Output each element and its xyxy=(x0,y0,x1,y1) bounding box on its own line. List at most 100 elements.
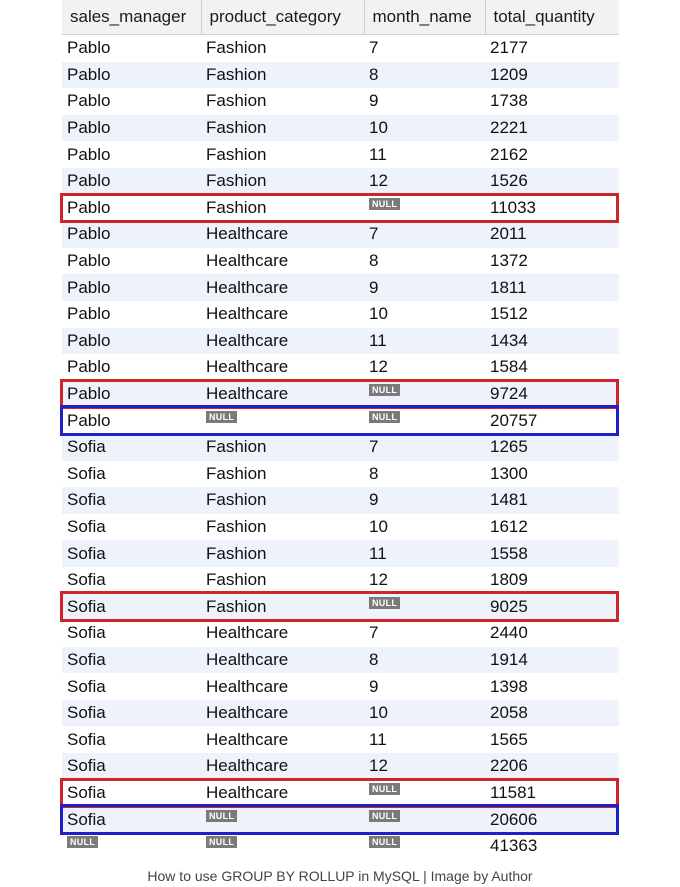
total-quantity-cell[interactable]: 1265 xyxy=(485,433,619,461)
sales-manager-cell[interactable]: NULL xyxy=(62,832,201,858)
product-category-cell[interactable]: NULL xyxy=(201,806,364,833)
product-category-cell[interactable]: Fashion xyxy=(201,61,364,89)
column-header-total-quantity[interactable]: total_quantity xyxy=(485,0,619,35)
month-name-cell[interactable]: 12 xyxy=(364,354,485,381)
total-quantity-cell[interactable]: 1612 xyxy=(485,513,619,541)
table-row[interactable]: Pablo Fashion 11 2162 xyxy=(62,141,619,168)
product-category-cell[interactable]: Healthcare xyxy=(201,753,364,780)
product-category-cell[interactable]: Healthcare xyxy=(201,274,364,301)
sales-manager-cell[interactable]: Pablo xyxy=(62,221,201,248)
total-quantity-cell[interactable]: 2058 xyxy=(485,699,619,727)
table-row[interactable]: Pablo Healthcare 7 2011 xyxy=(62,221,619,248)
table-row[interactable]: NULL NULL NULL 41363 xyxy=(62,832,619,858)
table-row[interactable]: Sofia NULL NULL 20606 xyxy=(62,806,619,833)
total-quantity-cell[interactable]: 1809 xyxy=(485,566,619,594)
table-row[interactable]: Pablo Fashion 9 1738 xyxy=(62,88,619,115)
product-category-cell[interactable]: Healthcare xyxy=(201,699,364,727)
product-category-cell[interactable]: Fashion xyxy=(201,167,364,195)
sales-manager-cell[interactable]: Pablo xyxy=(62,88,201,115)
table-row[interactable]: Sofia Healthcare NULL 11581 xyxy=(62,779,619,807)
total-quantity-cell[interactable]: 20757 xyxy=(485,407,619,434)
sales-manager-cell[interactable]: Sofia xyxy=(62,620,201,647)
table-row[interactable]: Sofia Fashion 10 1612 xyxy=(62,513,619,541)
sales-manager-cell[interactable]: Sofia xyxy=(62,806,201,833)
month-name-cell[interactable]: 9 xyxy=(364,274,485,301)
month-name-cell[interactable]: 10 xyxy=(364,699,485,727)
product-category-cell[interactable]: Fashion xyxy=(201,114,364,142)
sales-manager-cell[interactable]: Sofia xyxy=(62,433,201,461)
table-row[interactable]: Sofia Healthcare 10 2058 xyxy=(62,699,619,727)
total-quantity-cell[interactable]: 1398 xyxy=(485,673,619,700)
month-name-cell[interactable]: 7 xyxy=(364,221,485,248)
sales-manager-cell[interactable]: Pablo xyxy=(62,407,201,434)
product-category-cell[interactable]: Healthcare xyxy=(201,620,364,647)
product-category-cell[interactable]: NULL xyxy=(201,832,364,858)
total-quantity-cell[interactable]: 1558 xyxy=(485,540,619,567)
product-category-cell[interactable]: Fashion xyxy=(201,487,364,514)
product-category-cell[interactable]: Healthcare xyxy=(201,646,364,674)
table-row[interactable]: Sofia Healthcare 11 1565 xyxy=(62,726,619,754)
month-name-cell[interactable]: NULL xyxy=(364,407,485,434)
product-category-cell[interactable]: Fashion xyxy=(201,88,364,115)
total-quantity-cell[interactable]: 2221 xyxy=(485,114,619,142)
table-row[interactable]: Pablo Healthcare NULL 9724 xyxy=(62,380,619,408)
product-category-cell[interactable]: Fashion xyxy=(201,513,364,541)
total-quantity-cell[interactable]: 1811 xyxy=(485,274,619,301)
month-name-cell[interactable]: 10 xyxy=(364,300,485,328)
total-quantity-cell[interactable]: 1434 xyxy=(485,327,619,355)
table-row[interactable]: Pablo Fashion 8 1209 xyxy=(62,61,619,89)
month-name-cell[interactable]: 11 xyxy=(364,540,485,567)
month-name-cell[interactable]: 8 xyxy=(364,61,485,89)
total-quantity-cell[interactable]: 1738 xyxy=(485,88,619,115)
product-category-cell[interactable]: Fashion xyxy=(201,566,364,594)
product-category-cell[interactable]: Healthcare xyxy=(201,247,364,275)
total-quantity-cell[interactable]: 1565 xyxy=(485,726,619,754)
total-quantity-cell[interactable]: 1526 xyxy=(485,167,619,195)
product-category-cell[interactable]: Fashion xyxy=(201,593,364,621)
table-row[interactable]: Sofia Fashion 12 1809 xyxy=(62,566,619,594)
product-category-cell[interactable]: Fashion xyxy=(201,34,364,62)
total-quantity-cell[interactable]: 1372 xyxy=(485,247,619,275)
total-quantity-cell[interactable]: 1584 xyxy=(485,354,619,381)
month-name-cell[interactable]: 8 xyxy=(364,460,485,488)
column-header-sales-manager[interactable]: sales_manager xyxy=(62,0,202,35)
month-name-cell[interactable]: 9 xyxy=(364,673,485,700)
month-name-cell[interactable]: 7 xyxy=(364,34,485,62)
table-row[interactable]: Pablo Fashion 12 1526 xyxy=(62,167,619,195)
table-row[interactable]: Sofia Fashion 9 1481 xyxy=(62,487,619,514)
sales-manager-cell[interactable]: Sofia xyxy=(62,753,201,780)
total-quantity-cell[interactable]: 1512 xyxy=(485,300,619,328)
product-category-cell[interactable]: Healthcare xyxy=(201,354,364,381)
total-quantity-cell[interactable]: 41363 xyxy=(485,832,619,858)
sales-manager-cell[interactable]: Pablo xyxy=(62,141,201,168)
sales-manager-cell[interactable]: Pablo xyxy=(62,300,201,328)
sales-manager-cell[interactable]: Pablo xyxy=(62,274,201,301)
table-row[interactable]: Pablo Fashion 7 2177 xyxy=(62,34,619,62)
total-quantity-cell[interactable]: 2177 xyxy=(485,34,619,62)
month-name-cell[interactable]: 10 xyxy=(364,513,485,541)
table-row[interactable]: Pablo Fashion 10 2221 xyxy=(62,114,619,142)
month-name-cell[interactable]: 11 xyxy=(364,726,485,754)
month-name-cell[interactable]: NULL xyxy=(364,593,485,621)
sales-manager-cell[interactable]: Sofia xyxy=(62,673,201,700)
table-row[interactable]: Sofia Healthcare 9 1398 xyxy=(62,673,619,700)
table-row[interactable]: Pablo Fashion NULL 11033 xyxy=(62,194,619,222)
product-category-cell[interactable]: Fashion xyxy=(201,141,364,168)
table-row[interactable]: Sofia Fashion 11 1558 xyxy=(62,540,619,567)
product-category-cell[interactable]: Healthcare xyxy=(201,673,364,700)
column-header-month-name[interactable]: month_name xyxy=(364,0,486,35)
table-row[interactable]: Pablo Healthcare 9 1811 xyxy=(62,274,619,301)
sales-manager-cell[interactable]: Sofia xyxy=(62,699,201,727)
table-row[interactable]: Pablo Healthcare 8 1372 xyxy=(62,247,619,275)
month-name-cell[interactable]: 8 xyxy=(364,646,485,674)
table-row[interactable]: Sofia Healthcare 8 1914 xyxy=(62,646,619,674)
table-row[interactable]: Pablo Healthcare 12 1584 xyxy=(62,354,619,381)
month-name-cell[interactable]: 12 xyxy=(364,753,485,780)
total-quantity-cell[interactable]: 9025 xyxy=(485,593,619,621)
total-quantity-cell[interactable]: 11581 xyxy=(485,779,619,807)
table-row[interactable]: Sofia Healthcare 12 2206 xyxy=(62,753,619,780)
sales-manager-cell[interactable]: Pablo xyxy=(62,114,201,142)
product-category-cell[interactable]: Healthcare xyxy=(201,300,364,328)
product-category-cell[interactable]: Healthcare xyxy=(201,726,364,754)
month-name-cell[interactable]: NULL xyxy=(364,832,485,858)
